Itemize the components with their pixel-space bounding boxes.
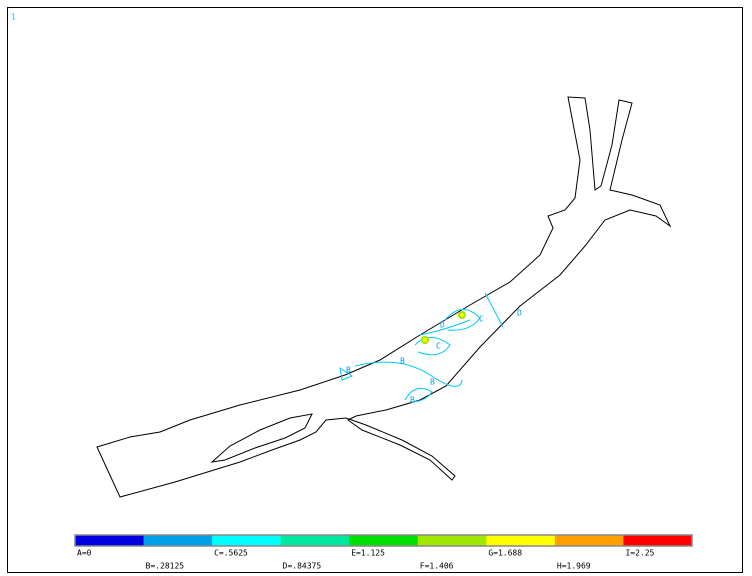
- legend-swatch: [623, 535, 692, 546]
- legend-label: B=.28125: [146, 562, 185, 571]
- hot-spot: [423, 338, 427, 342]
- legend-label: G=1.688: [488, 549, 522, 558]
- window-frame: [8, 8, 743, 573]
- legend-swatch: [418, 535, 487, 546]
- contour-label: C: [479, 315, 484, 324]
- contour-label: C: [436, 342, 441, 351]
- legend-label: H=1.969: [557, 562, 591, 571]
- contour-label: B: [346, 366, 351, 375]
- contour-label: B: [410, 396, 415, 405]
- legend-swatch: [144, 535, 213, 546]
- legend-label: E=1.125: [351, 549, 385, 558]
- contour-label: D: [440, 321, 445, 330]
- legend-swatch: [349, 535, 418, 546]
- plot-window: 1 B B B C C D D B A=0 B=.28125 C=.5625 D=.84375 E=1…: [0, 0, 752, 576]
- legend-swatch: [75, 535, 144, 546]
- legend-swatch: [212, 535, 281, 546]
- legend-label: C=.5625: [214, 549, 248, 558]
- legend-swatch: [281, 535, 350, 546]
- contour-label: B: [400, 357, 405, 366]
- contour-label: B: [430, 378, 435, 387]
- legend-label: A=0: [77, 549, 92, 558]
- legend-swatch: [555, 535, 624, 546]
- hot-spot: [460, 313, 464, 317]
- page: 1 B B B C C D D B A=0 B=.28125 C=.5625 D=.84375 E=1…: [0, 0, 752, 576]
- legend-label: D=.84375: [283, 562, 322, 571]
- window-number: 1: [11, 13, 16, 22]
- legend-label: I=2.25: [625, 549, 654, 558]
- legend-label: F=1.406: [420, 562, 454, 571]
- contour-label: D: [517, 309, 522, 318]
- legend-swatch: [486, 535, 555, 546]
